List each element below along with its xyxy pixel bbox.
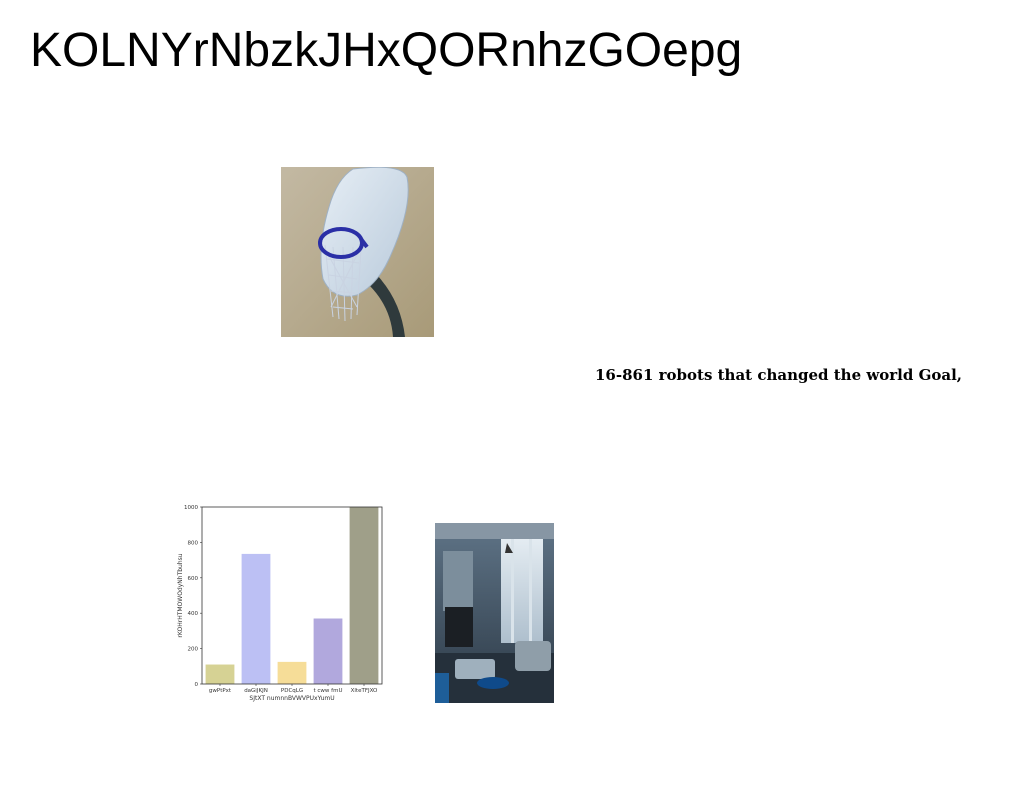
hoop-pole [369,275,405,337]
chart-y-tick-label: 800 [188,540,199,546]
chart-y-tick-label: 400 [188,611,199,617]
basketball-hoop-illustration [281,167,434,337]
bar-chart-svg: 0 200 400 600 800 1000 gwPtPxt daGiJKJN PDCqLG t… [177,505,383,702]
chart-bar [205,664,235,684]
living-room-illustration [435,523,554,703]
chart-x-tick-label: XlteTFJXO [351,688,378,694]
chart-bar [277,661,307,684]
chart-y-axis-label: rKOHrHTMOWOdyNhTbuhsu [177,553,184,637]
backboard [320,167,409,297]
room-accent [435,673,449,703]
chart-x-tick-label: gwPtPxt [209,688,232,694]
chart-bar [241,553,271,684]
room-ceiling [435,523,554,539]
room-tv [445,607,473,647]
room-sofa [515,641,551,671]
rim-bracket [359,237,369,249]
chart-y-tick-label: 600 [188,576,199,582]
chart-x-tick-label: daGiJKJN [244,688,268,694]
chart-y-tick-label: 1000 [184,505,198,511]
room-window [501,539,543,643]
chart-y-tick-label: 0 [195,682,199,688]
room-table [477,677,509,689]
chart-x-axis-label: SJtXT numnnBVWVPUxYumU [249,695,334,702]
hoop-net [324,244,362,322]
chart-x-tick-label: PDCqLG [281,688,303,694]
chart-x-tick-label: t cww fmU [314,688,343,694]
chart-bar [349,507,379,684]
basketball-hoop-image [281,167,434,337]
caption-text: 16-861 robots that changed the world Goa… [595,366,963,384]
room-chair [455,659,495,679]
living-room-image [435,523,554,703]
chart-y-tick-label: 200 [188,647,199,653]
bar-chart: 0 200 400 600 800 1000 gwPtPxt daGiJKJN PDCqLG t… [170,500,390,710]
room-lamp [505,543,513,553]
page-title: KOLNYrNbzkJHxQORnhzGOepg [30,24,743,77]
chart-bar [313,618,343,684]
room-painting [443,551,473,611]
